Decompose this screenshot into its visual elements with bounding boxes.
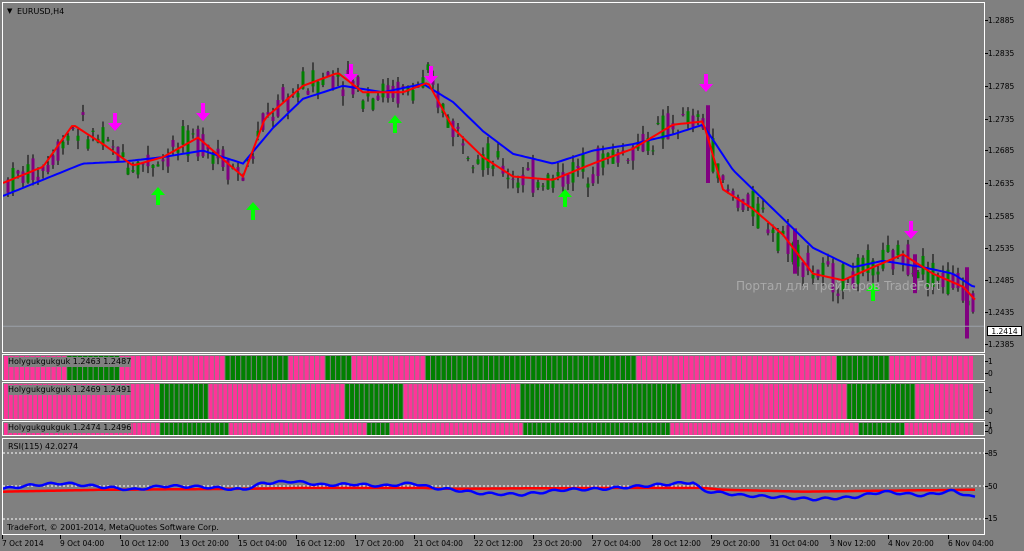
histogram-bars (4, 356, 973, 380)
price-tick: 1.2435 (984, 308, 1015, 317)
indicator-3-histogram (4, 423, 973, 435)
time-tick (888, 535, 889, 539)
histogram-bars (4, 423, 973, 435)
time-tick (296, 535, 297, 539)
indicator-1-axis: 1 0 (985, 354, 1024, 381)
time-tick (592, 535, 593, 539)
rsi-label: RSI(115) 42.0274 (8, 442, 79, 451)
candles (6, 60, 975, 339)
time-label: 9 Oct 04:00 (60, 539, 105, 548)
time-label: 17 Oct 20:00 (355, 539, 404, 548)
time-tick (830, 535, 831, 539)
price-tick: 1.2835 (984, 49, 1015, 58)
indicator-3-axis-bottom: 0 (985, 427, 993, 436)
price-tick: 1.2535 (984, 244, 1015, 253)
buy-arrow-icon (246, 202, 260, 220)
rsi-canvas (3, 452, 984, 520)
rsi-level-50: 50 (985, 482, 998, 491)
indicator-2-axis-top: 1 (985, 386, 993, 395)
buy-arrow-icon (866, 283, 880, 301)
time-axis[interactable]: 7 Oct 2014 9 Oct 04:00 10 Oct 12:00 13 Oct … (0, 535, 994, 551)
price-tick: 1.2885 (984, 16, 1015, 25)
time-tick (180, 535, 181, 539)
indicator-pane-2[interactable]: Holygukgukguk 1.2469 1.2491 (2, 382, 985, 420)
sell-arrow-icon (108, 113, 122, 131)
time-label: 13 Oct 20:00 (180, 539, 229, 548)
price-tick: 1.2635 (984, 179, 1015, 188)
copyright-text: TradeFort, © 2001-2014, MetaQuotes Softw… (7, 523, 219, 532)
time-tick (770, 535, 771, 539)
indicator-1-label: Holygukgukguk 1.2463 1.2487 (8, 357, 132, 367)
buy-arrow-icon (558, 189, 572, 207)
sell-arrow-icon (699, 74, 713, 92)
time-label: 10 Oct 12:00 (120, 539, 169, 548)
time-tick (2, 535, 3, 539)
price-axis[interactable]: 1.2885 1.2835 1.2785 1.2735 1.2685 1.2635 1.25… (984, 2, 1024, 353)
price-tick: 1.2585 (984, 212, 1015, 221)
time-label: 28 Oct 12:00 (652, 539, 701, 548)
watermark-text: Портал для трейдеров TradeFort (736, 279, 941, 293)
indicator-3-label: Holygukgukguk 1.2474 1.2496 (8, 423, 132, 433)
time-label: 29 Oct 20:00 (711, 539, 760, 548)
indicator-2-histogram (4, 384, 973, 419)
time-label: 23 Oct 20:00 (533, 539, 582, 548)
indicator-1-axis-bottom: 0 (985, 369, 993, 378)
price-chart-canvas (3, 60, 984, 339)
rsi-level-85: 85 (985, 449, 998, 458)
time-tick (533, 535, 534, 539)
time-label: 6 Nov 04:00 (948, 539, 994, 548)
buy-arrow-icon (151, 187, 165, 205)
price-tick: 1.2785 (984, 82, 1015, 91)
time-label: 22 Oct 12:00 (474, 539, 523, 548)
sell-arrow-icon (904, 221, 918, 239)
time-label: 16 Oct 12:00 (296, 539, 345, 548)
time-tick (652, 535, 653, 539)
sell-arrow-icon (196, 103, 210, 121)
time-label: 4 Nov 20:00 (888, 539, 934, 548)
time-tick (474, 535, 475, 539)
indicator-2-axis: 1 0 (985, 382, 1024, 420)
price-tick: 1.2735 (984, 115, 1015, 124)
price-tick: 1.2485 (984, 276, 1015, 285)
time-label: 15 Oct 04:00 (238, 539, 287, 548)
time-tick (355, 535, 356, 539)
time-label: 27 Oct 04:00 (592, 539, 641, 548)
symbol-label: EURUSD,H4 (17, 7, 65, 16)
indicator-2-label: Holygukgukguk 1.2469 1.2491 (8, 385, 132, 395)
indicator-pane-3[interactable]: Holygukgukguk 1.2474 1.2496 (2, 421, 985, 436)
time-label: 3 Nov 12:00 (830, 539, 876, 548)
indicator-1-axis-top: 1 (985, 357, 993, 366)
rsi-axis: 85 50 15 (985, 438, 1024, 535)
price-tick: 1.2685 (984, 146, 1015, 155)
indicator-1-histogram (4, 356, 973, 380)
current-price-box: 1.2414 (987, 326, 1022, 336)
time-tick (948, 535, 949, 539)
indicator-2-axis-bottom: 0 (985, 407, 993, 416)
time-tick (711, 535, 712, 539)
time-tick (60, 535, 61, 539)
time-tick (414, 535, 415, 539)
sell-arrow-icon (424, 66, 438, 84)
time-tick (238, 535, 239, 539)
price-tick: 1.2385 (984, 340, 1015, 349)
buy-arrow-icon (388, 115, 402, 133)
time-label: 7 Oct 2014 (2, 539, 44, 548)
rsi-level-15: 15 (985, 514, 998, 523)
indicator-3-axis: 1 0 (985, 421, 1024, 436)
histogram-bars (4, 384, 973, 419)
chart-dropdown-icon[interactable]: ▼ (7, 7, 13, 15)
time-tick (120, 535, 121, 539)
sell-arrow-icon (344, 64, 358, 82)
indicator-pane-1[interactable]: Holygukgukguk 1.2463 1.2487 (2, 354, 985, 381)
time-label: 31 Oct 04:00 (770, 539, 819, 548)
price-chart-pane[interactable]: EURUSD,H4 ▼ Портал для трейдеров TradeFo… (2, 2, 985, 353)
time-label: 21 Oct 04:00 (414, 539, 463, 548)
indicator-3-axis-top: 1 (985, 421, 993, 430)
rsi-pane[interactable]: RSI(115) 42.0274 TradeFort, © 2001-2014,… (2, 438, 985, 535)
